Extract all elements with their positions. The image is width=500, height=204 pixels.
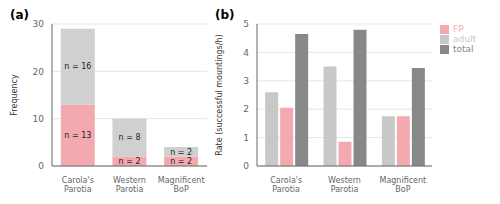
html-text:total: total: [453, 44, 474, 54]
svg-text:n = 8: n = 8: [119, 133, 141, 142]
svg-text:10: 10: [33, 114, 45, 124]
svg-text:MagnificentBoP: MagnificentBoP: [158, 176, 205, 194]
svg-text:20: 20: [33, 67, 45, 77]
svg-text:3: 3: [243, 76, 249, 86]
svg-text:n = 2: n = 2: [119, 157, 141, 166]
svg-text:MagnificentBoP: MagnificentBoP: [379, 176, 426, 194]
svg-text:1: 1: [243, 133, 249, 143]
svg-text:n = 16: n = 16: [64, 62, 91, 71]
svg-text:2: 2: [243, 104, 249, 114]
svg-text:n = 2: n = 2: [170, 157, 192, 166]
svg-text:0: 0: [243, 161, 249, 171]
svg-text:0: 0: [38, 161, 44, 171]
svg-text:30: 30: [33, 19, 45, 29]
svg-text:Carola'sParotia: Carola'sParotia: [270, 176, 302, 194]
svg-text:WesternParotia: WesternParotia: [113, 176, 146, 194]
svg-text:n = 2: n = 2: [170, 148, 192, 157]
svg-text:Frequency: Frequency: [10, 74, 19, 116]
svg-text:4: 4: [243, 48, 249, 58]
svg-text:Carola'sParotia: Carola'sParotia: [62, 176, 94, 194]
html-text:(a): (a): [10, 8, 30, 22]
svg-text:Rate (successful mountings/h): Rate (successful mountings/h): [215, 34, 224, 155]
html-text:adult: adult: [453, 34, 476, 44]
html-text:(b): (b): [215, 8, 235, 22]
svg-text:n = 13: n = 13: [64, 131, 91, 140]
svg-text:5: 5: [243, 19, 249, 29]
svg-text:WesternParotia: WesternParotia: [328, 176, 361, 194]
html-text:FP: FP: [453, 24, 464, 34]
